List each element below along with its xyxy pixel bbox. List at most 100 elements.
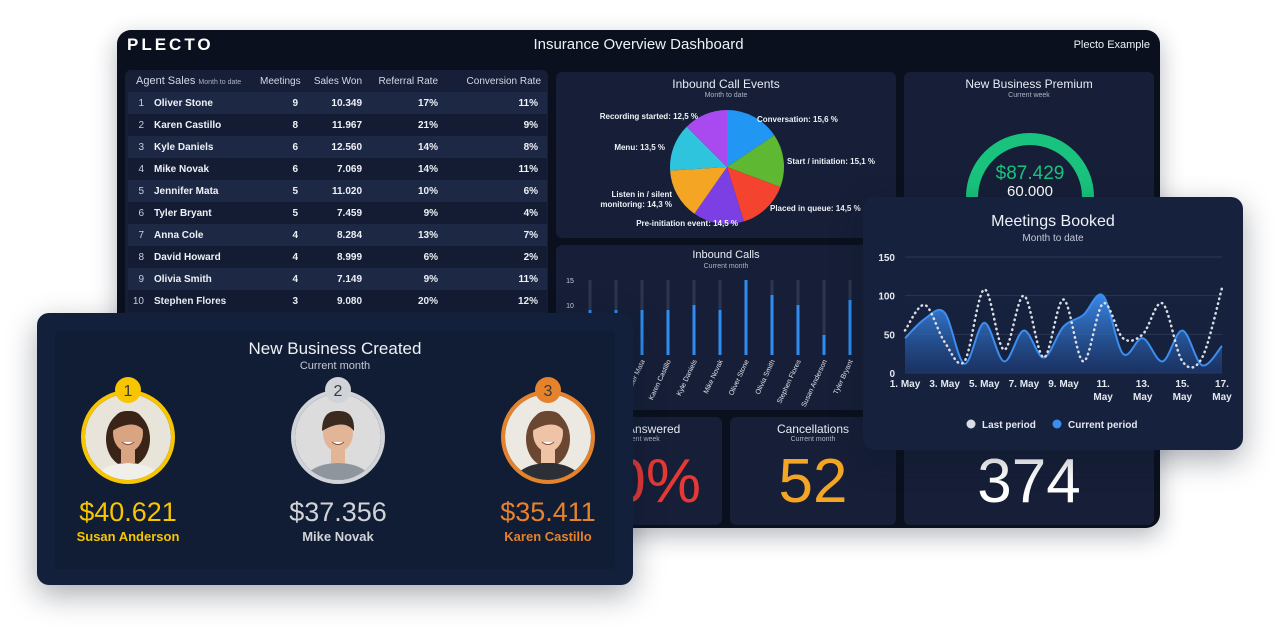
kpi-value: 374 (977, 447, 1081, 516)
table-cell: 10.349 (331, 97, 363, 109)
avatar (295, 394, 381, 480)
legend-marker (1052, 419, 1062, 429)
table-cell: 7.069 (336, 163, 363, 175)
avatar-shoulders (302, 463, 374, 480)
pie-slice (727, 167, 781, 222)
avatars: 1 2 3 (81, 377, 595, 484)
avatar-smile (121, 441, 135, 445)
chart-title: Inbound Calls (692, 249, 760, 261)
pie-panel: Inbound Call Events Month to date Conversa… (556, 72, 896, 238)
pie-label-value: 15,1 % (850, 157, 876, 166)
avatar-hair (112, 410, 145, 431)
table-cell: 11% (518, 273, 539, 285)
logo: PLECTO (127, 35, 214, 54)
avatar (85, 394, 171, 480)
table-cell: 9.080 (336, 295, 363, 307)
table-row: 4 Mike Novak 6 7.069 14% 11% (128, 158, 548, 180)
y-tick-label: 50 (884, 330, 896, 341)
table-cell: Mike Novak (154, 163, 210, 175)
table-row: 2 Karen Castillo 8 11.967 21% 9% (128, 114, 548, 136)
card-title: New Business Created (248, 339, 422, 358)
agent-sales-table: Agent Sales Month to date Meetings Sales … (128, 70, 548, 312)
table-cell: Anna Cole (154, 229, 204, 241)
chart-subtitle: Current month (703, 263, 749, 270)
pie-label: Conversation15,6 % (757, 115, 838, 125)
avatar-hair (322, 410, 355, 431)
pie-label-value: 13,5 % (640, 143, 665, 152)
kpi-value: 52 (778, 447, 848, 516)
bar (822, 335, 826, 355)
x-tick-label: 9. May (1048, 379, 1079, 390)
table-cell: 8.284 (336, 229, 363, 241)
pie-label-category: Pre-initiation event (636, 219, 713, 228)
legend-label: Current period (1068, 420, 1137, 431)
new-business-card: New Business Created Current month 1 2 3 $4… (37, 313, 633, 585)
table-cell: 4 (292, 273, 299, 285)
avatar-shoulders (512, 463, 584, 480)
table-cell: 10 (132, 295, 144, 307)
pie-label: Menu13,5 % (614, 143, 665, 153)
table-cell: 9% (423, 207, 439, 219)
bar (640, 310, 644, 355)
table-cell: 11.020 (331, 185, 363, 197)
chart-title: Meetings Booked (991, 213, 1115, 230)
table-row: 3 Kyle Daniels 6 12.560 14% 8% (128, 136, 548, 158)
column-header: Sales Won (313, 75, 363, 87)
series-line (903, 286, 1224, 369)
table-cell: Kyle Daniels (154, 141, 214, 153)
table-header: Agent Sales Month to date Meetings Sales … (128, 70, 547, 92)
kpi-subtitle: Current week (618, 436, 660, 443)
x-tick-label: 5. May (968, 379, 1000, 390)
table-cell: 17% (418, 97, 439, 109)
rank-badge (115, 377, 141, 403)
pie-label-category: Start / initiation (787, 157, 850, 166)
table-cell: Stephen Flores (154, 295, 227, 307)
pie-slice (686, 110, 727, 167)
table-cell: 7% (523, 229, 539, 241)
chart-subtitle: Month to date (1022, 233, 1084, 244)
table-cell: 3 (292, 295, 299, 307)
x-tick-label: 13. May (1133, 379, 1153, 403)
rank-badge (325, 377, 351, 403)
chart-title: New Business Premium (965, 77, 1093, 91)
table-cell: 8 (138, 251, 144, 263)
area-fill (905, 294, 1222, 373)
dashboard: PLECTO Insurance Overview Dashboard Plec… (117, 30, 1160, 528)
table-cell: 8% (523, 141, 539, 153)
table-row: 5 Jennifer Mata 5 11.020 10% 6% (128, 180, 548, 202)
table-cell: 13% (418, 229, 439, 241)
dashboard-title: Insurance Overview Dashboard (533, 36, 744, 53)
x-tick-label: 17. May (1212, 379, 1232, 403)
table-cell: 7 (138, 229, 144, 241)
rank-label: 3 (544, 383, 553, 400)
pie-label-category: Conversation (757, 115, 813, 124)
leader-name: Mike Novak (302, 529, 374, 544)
x-tick-label: Karen Castillo (648, 359, 673, 402)
x-tick-label: 7. May (1008, 379, 1040, 390)
table-cell: 8 (292, 119, 299, 131)
table-cell: 11% (518, 163, 539, 175)
table-cell: 9% (423, 273, 439, 285)
pie-label-value: 12,5 % (673, 112, 698, 121)
bar (744, 280, 748, 355)
pie-label-category: Menu (614, 143, 640, 152)
account-name: Plecto Example (1073, 39, 1150, 51)
pie-label-value: 14,5 % (835, 204, 861, 213)
table-cell: 8.999 (336, 251, 363, 263)
table-cell: 6 (138, 207, 144, 219)
x-tick-label: Olivia Smith (755, 359, 777, 396)
table-cell: 6% (523, 185, 539, 197)
y-tick-label: 100 (878, 292, 895, 303)
chart-subtitle: Month to date (704, 92, 748, 99)
table-cell: 6 (292, 141, 299, 153)
table-cell: 2% (523, 251, 539, 263)
table-cell: 4 (138, 163, 144, 175)
table-title-cell: Agent Sales Month to date (128, 70, 260, 92)
avatar-hair (532, 410, 565, 431)
table-cell: Olivia Smith (154, 273, 212, 285)
x-tick-label: Tyler Bryant (833, 359, 855, 396)
table-cell: 1 (138, 97, 144, 109)
card-subtitle: Current month (299, 360, 371, 372)
table-cell: David Howard (154, 251, 221, 263)
table-cell: 9% (523, 119, 539, 131)
